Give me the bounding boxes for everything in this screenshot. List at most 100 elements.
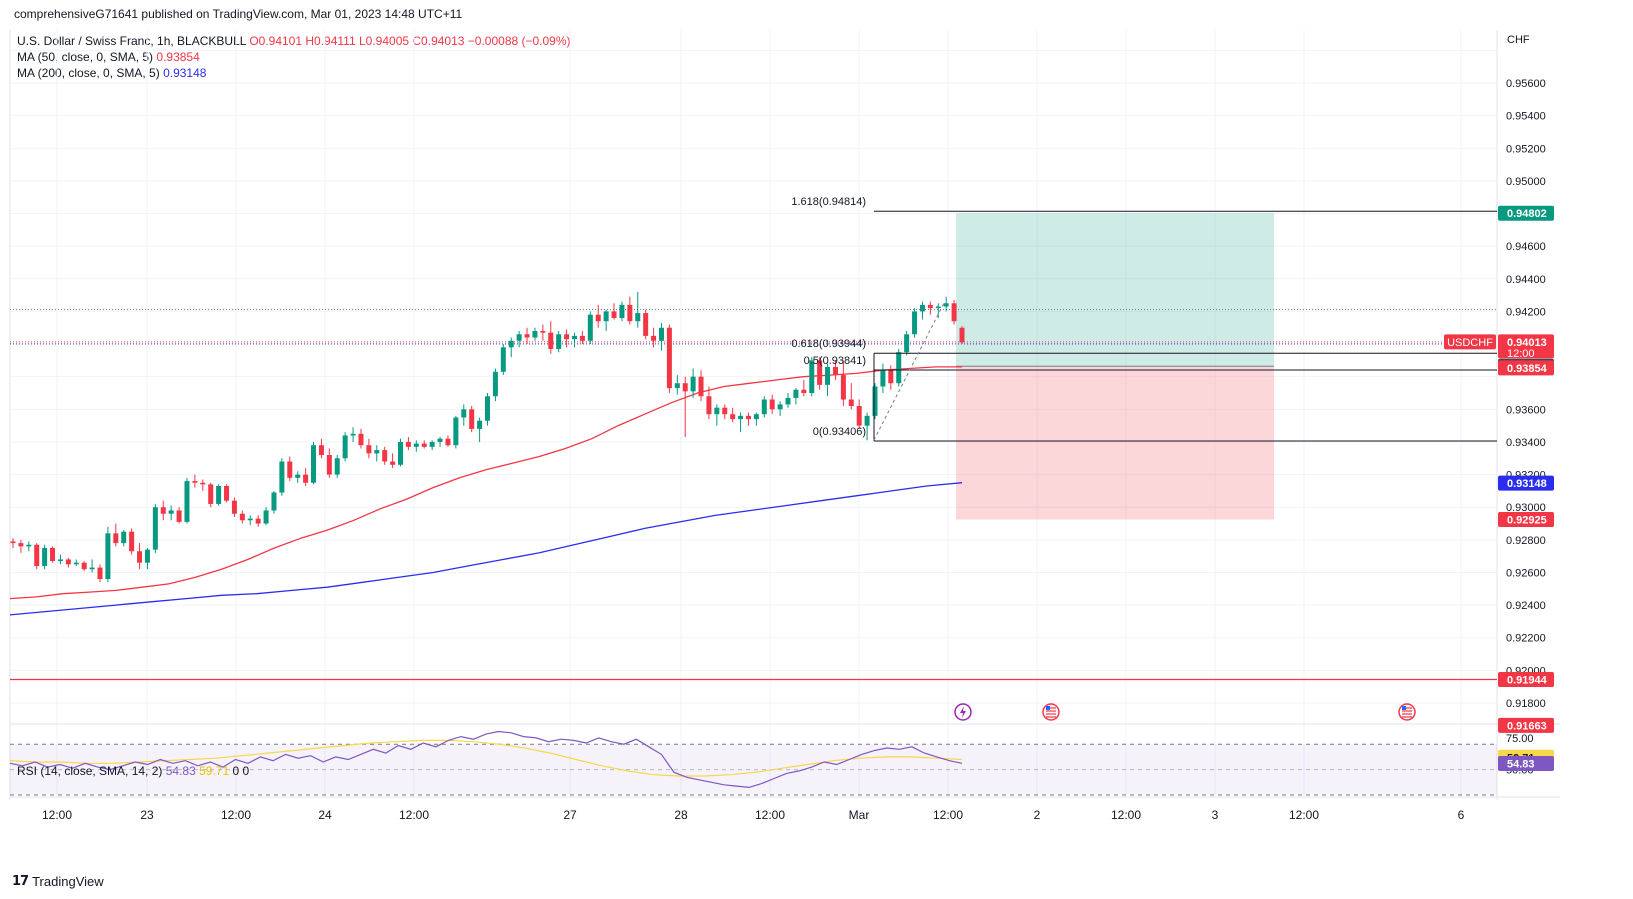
candle-body (864, 415, 870, 426)
candle (809, 357, 815, 397)
candle-body (564, 334, 570, 340)
candle (279, 458, 285, 496)
candle (105, 526, 111, 583)
candle-body (311, 445, 317, 483)
candle-body (658, 327, 664, 341)
candle-body (840, 375, 846, 400)
candle-body (334, 458, 340, 475)
candle (508, 337, 514, 358)
horizontal-lines (10, 308, 1497, 681)
open-value: O0.94101 (249, 34, 303, 48)
publisher-line: comprehensiveG71641 published on Trading… (14, 7, 463, 21)
fib-retracement: 1.618(0.94814) 0.618(0.93944) 0.5(0.93841)… (791, 196, 1497, 442)
candle (761, 396, 767, 418)
price-badge-text: 0.92925 (1507, 514, 1547, 526)
time-tick: 12:00 (42, 808, 72, 822)
candle-body (279, 461, 285, 493)
candle (326, 448, 332, 478)
candle-body (508, 340, 514, 348)
candle (722, 404, 728, 420)
candle-body (943, 303, 949, 307)
rsi-tick: 75.00 (1506, 733, 1534, 745)
candle (97, 564, 103, 583)
candle (247, 515, 253, 526)
candle (184, 477, 190, 524)
symbol-tag-text: USDCHF (1447, 337, 1493, 349)
candle-body (595, 314, 601, 322)
candle (516, 331, 522, 348)
candle (390, 453, 396, 469)
candle (263, 507, 269, 526)
candle-body (263, 510, 269, 524)
candle (540, 324, 546, 341)
candle-body (200, 482, 206, 485)
candle-body (303, 474, 309, 483)
time-tick: 24 (318, 808, 332, 822)
candle-body (927, 304, 933, 309)
footer-brand-text: TradingView (32, 873, 104, 889)
candle-body (524, 334, 530, 338)
candle-body (247, 518, 253, 521)
candle-body (398, 441, 404, 465)
candle-body (295, 474, 301, 478)
time-tick: 12:00 (1111, 808, 1141, 822)
candle-body (413, 443, 419, 447)
candle-body (809, 360, 815, 393)
rsi-value: 54.83 (165, 764, 196, 778)
candle (10, 538, 16, 548)
candle (168, 505, 174, 521)
candle (919, 301, 925, 320)
flag-canton (1046, 706, 1050, 710)
candle (374, 445, 380, 462)
candle-body (532, 331, 538, 338)
candle (674, 375, 680, 395)
candle (912, 308, 918, 338)
candle (342, 432, 348, 462)
candle (872, 383, 878, 420)
candle-body (832, 366, 838, 376)
candle (548, 321, 554, 354)
candle (769, 394, 775, 415)
candle-body (81, 562, 87, 570)
price-tick: 0.91800 (1506, 698, 1546, 710)
candle (556, 331, 562, 353)
close-value: C0.94013 (412, 34, 465, 48)
candle (730, 407, 736, 423)
candle-body (318, 445, 324, 455)
footer-brand[interactable]: 𝟭𝟳 TradingView (12, 873, 104, 889)
price-badge: 0.94802 (1498, 205, 1554, 221)
candle-body (880, 370, 886, 387)
candle (896, 348, 902, 387)
rsi-ma-line (9, 739, 963, 777)
candle-body (390, 461, 396, 465)
candle (311, 441, 317, 485)
candle (192, 474, 198, 488)
candle (627, 296, 633, 325)
candle-body (492, 371, 498, 397)
change-value: −0.00088 (−0.09%) (467, 34, 571, 48)
candle-body (896, 352, 902, 384)
candle-body (635, 313, 641, 322)
candle (358, 428, 364, 449)
candle-body (42, 548, 48, 566)
candle-body (674, 383, 680, 389)
time-tick: 3 (1212, 808, 1219, 822)
price-badge-text: 0.91663 (1507, 720, 1547, 732)
candle-body (801, 389, 807, 393)
price-badge-bg (1498, 360, 1554, 376)
candle (303, 468, 309, 486)
candle-body (184, 481, 190, 522)
candle (888, 365, 894, 390)
price-tick: 0.95600 (1506, 78, 1546, 90)
symbol-name: U.S. Dollar / Swiss Franc, 1h, BLACKBULL (17, 34, 246, 48)
candles (10, 291, 965, 583)
candle-body (271, 492, 277, 511)
candle-body (651, 335, 657, 341)
candle (160, 500, 166, 521)
candle (880, 363, 886, 393)
candle (832, 360, 838, 380)
time-tick: Mar (849, 808, 870, 822)
fib-trend-line (873, 302, 945, 441)
